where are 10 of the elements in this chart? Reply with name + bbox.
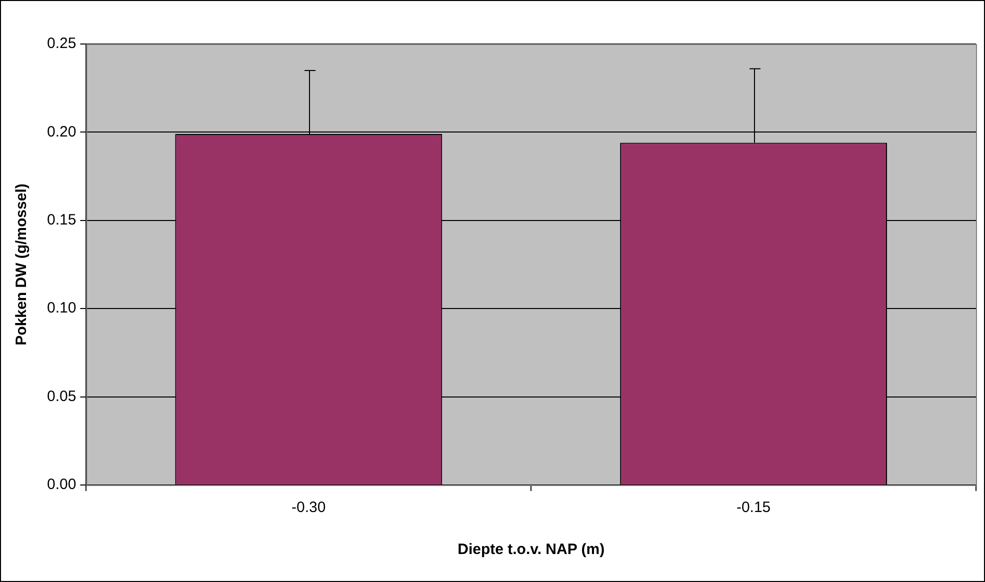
y-tick-label: 0.10: [46, 300, 76, 317]
y-tick-label: 0.25: [46, 35, 76, 52]
x-axis-title: Diepte t.o.v. NAP (m): [458, 541, 605, 558]
y-tick-label: 0.00: [46, 476, 76, 494]
x-tick-label: -0.15: [736, 499, 771, 516]
y-axis-title: Pokken DW (g/mossel): [13, 184, 30, 346]
x-tick-label: -0.30: [292, 499, 326, 516]
y-tick-label: 0.05: [46, 388, 76, 405]
y-tick-label: 0.20: [46, 123, 76, 140]
y-tick-label: 0.15: [46, 212, 76, 229]
